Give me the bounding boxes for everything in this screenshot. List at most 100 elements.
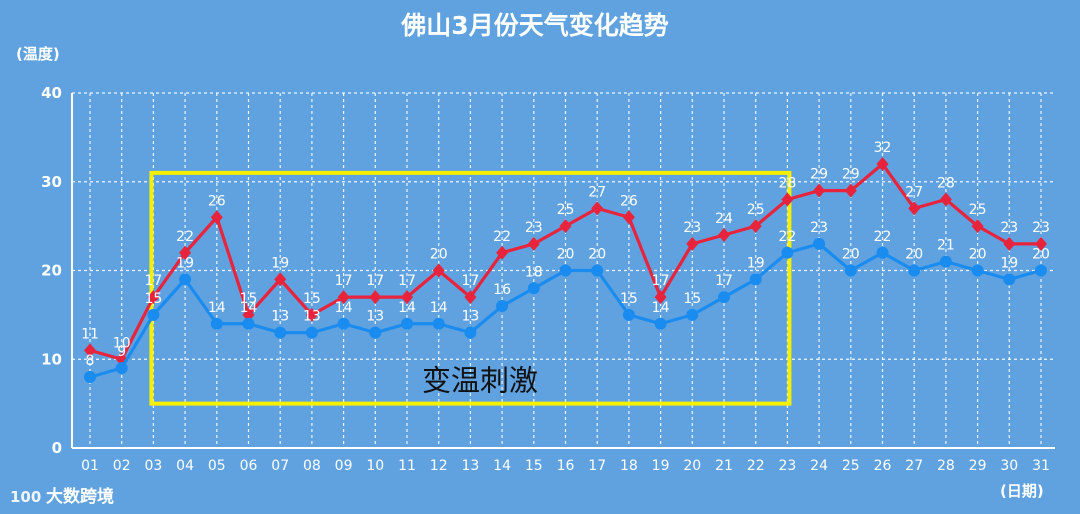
data-label: 14: [430, 300, 448, 316]
x-tick-label: 25: [842, 458, 860, 474]
data-label: 25: [969, 202, 987, 218]
series-1-point: [337, 317, 350, 330]
x-tick-label: 31: [1032, 458, 1050, 474]
data-label: 15: [144, 291, 162, 307]
data-label: 14: [335, 300, 353, 316]
series-1-point: [527, 282, 540, 295]
x-tick-label: 28: [937, 458, 955, 474]
x-tick-label: 12: [430, 458, 448, 474]
data-label: 26: [620, 193, 638, 209]
series-1-point: [496, 300, 509, 312]
series-1-point: [1003, 273, 1016, 286]
data-label: 19: [271, 255, 289, 271]
series-0-point: [622, 210, 635, 225]
data-label: 14: [208, 300, 226, 316]
x-tick-label: 09: [335, 458, 353, 474]
y-tick-labels: 0 10 20 30 40: [41, 84, 62, 457]
series-1-point: [844, 264, 857, 277]
x-tick-label: 27: [905, 458, 923, 474]
data-label: 13: [271, 309, 289, 325]
x-tick-label: 17: [588, 458, 606, 474]
data-label: 20: [1032, 247, 1050, 263]
data-label: 15: [620, 291, 638, 307]
series-1-point: [591, 264, 604, 277]
x-tick-label: 01: [81, 458, 99, 474]
data-label: 17: [366, 273, 384, 289]
series-1-point: [939, 255, 952, 268]
data-label: 19: [747, 255, 765, 271]
x-tick-label: 11: [398, 458, 416, 474]
series-1-point: [559, 264, 572, 277]
series-1-point: [622, 308, 635, 321]
x-tick-label: 07: [271, 458, 289, 474]
annotation-rect: [149, 170, 792, 406]
series-0-point: [876, 157, 889, 171]
series-1-point: [305, 326, 318, 339]
data-label: 20: [842, 247, 860, 263]
series-0-point: [654, 290, 667, 305]
x-tick-label: 13: [461, 458, 479, 474]
data-label: 17: [652, 273, 670, 289]
watermark-logo-text: 100: [10, 488, 41, 506]
series-0-point: [718, 228, 730, 242]
x-tick-label: 04: [176, 458, 194, 474]
data-label: 9: [117, 344, 126, 360]
data-label: 8: [86, 353, 95, 369]
series-1-point: [686, 308, 699, 321]
series-1-point: [210, 317, 223, 330]
series-1-point: [813, 237, 826, 250]
data-label: 23: [1032, 220, 1050, 236]
x-tick-label: 16: [557, 458, 575, 474]
data-labels: 11 10 17 22 26 15 19 15 17 17 17 20 17 22 23 25 27 26 17 23…: [81, 140, 1050, 369]
series-0-point: [464, 290, 477, 305]
series-1-point: [432, 317, 445, 330]
data-label: 32: [874, 140, 892, 156]
series-1-point: [179, 273, 192, 286]
series-0-point: [432, 263, 445, 278]
data-label: 25: [747, 202, 765, 218]
x-tick-label: 20: [683, 458, 701, 474]
series-0-point: [147, 290, 160, 305]
data-label: 14: [652, 300, 670, 316]
x-tick-labels: 01 02 03 04 05 06 07 08 09 10 11 12 13 14 15 16 17 18 19 20…: [81, 458, 1050, 474]
y-tick-label: 20: [41, 262, 62, 280]
data-label: 22: [778, 229, 796, 245]
series-0-point: [559, 219, 572, 234]
data-label: 20: [588, 247, 606, 263]
series-0-point: [305, 307, 318, 322]
data-label: 19: [1000, 255, 1018, 271]
series-1-point: [908, 264, 921, 277]
data-label: 27: [905, 184, 923, 200]
x-tick-label: 24: [810, 458, 828, 474]
data-label: 22: [493, 229, 511, 245]
series-1-point: [147, 308, 160, 321]
data-label: 24: [715, 211, 733, 227]
x-tick-label: 29: [969, 458, 987, 474]
data-label: 15: [240, 291, 258, 307]
data-label: 11: [81, 326, 99, 342]
data-label: 23: [525, 220, 543, 236]
series-0-point: [908, 201, 921, 216]
data-label: 25: [557, 202, 575, 218]
series-1-point: [971, 264, 984, 277]
series-0-point: [242, 307, 255, 322]
data-label: 20: [969, 247, 987, 263]
series-0-point: [337, 290, 350, 305]
x-tick-label: 23: [778, 458, 796, 474]
x-tick-label: 05: [208, 458, 226, 474]
data-label: 26: [208, 193, 226, 209]
series-1-point: [464, 326, 477, 339]
x-axis-label: (日期): [1000, 482, 1044, 500]
data-label: 17: [715, 273, 733, 289]
data-label: 27: [588, 184, 606, 200]
data-label: 15: [683, 291, 701, 307]
data-label: 10: [113, 335, 131, 351]
series-0-point: [844, 183, 857, 198]
series-0-point: [813, 183, 826, 198]
series-0-point: [971, 219, 984, 234]
data-label: 23: [810, 220, 828, 236]
watermark-text: 大数跨境: [46, 486, 114, 507]
data-label: 17: [398, 273, 416, 289]
series-1-point: [1035, 264, 1047, 277]
